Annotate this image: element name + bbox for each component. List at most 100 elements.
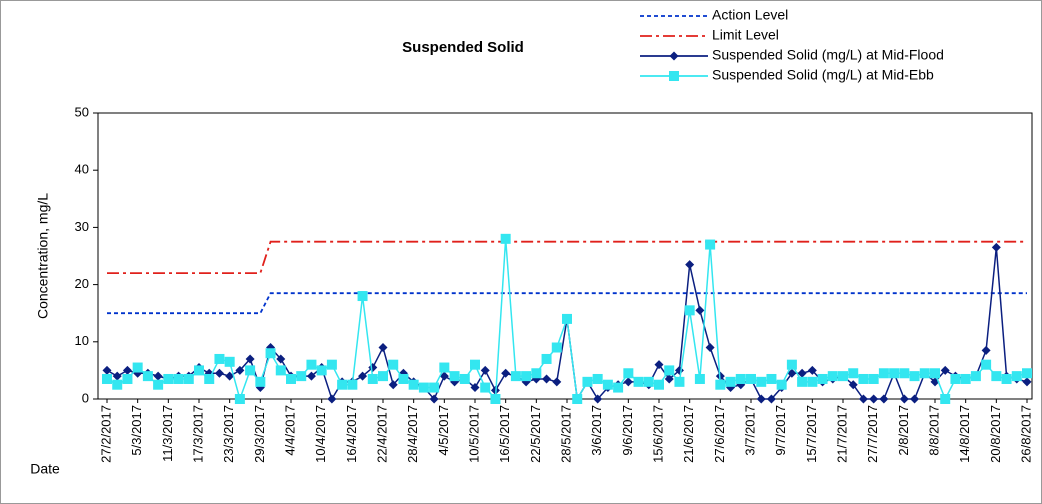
marker-square (991, 371, 1002, 382)
marker-diamond (378, 343, 388, 353)
marker-square (142, 371, 153, 382)
marker-square (214, 353, 225, 364)
x-tick-label: 17/3/2017 (190, 405, 205, 463)
marker-square (204, 373, 215, 384)
marker-square (183, 373, 194, 384)
marker-diamond (388, 380, 398, 390)
marker-square (265, 348, 276, 359)
marker-square (286, 373, 296, 384)
marker-square (899, 368, 910, 379)
marker-square (296, 371, 307, 382)
marker-square (817, 373, 828, 384)
marker-diamond (276, 354, 286, 364)
marker-square (490, 394, 501, 404)
marker-square (347, 379, 358, 390)
marker-square (224, 356, 235, 367)
marker-square (1022, 368, 1032, 379)
x-tick-label: 16/5/2017 (497, 405, 512, 463)
x-tick-label: 3/7/2017 (742, 405, 757, 456)
marker-square (337, 379, 348, 390)
marker-diamond (848, 380, 858, 390)
marker-square (858, 373, 869, 384)
legend-label: Limit Level (712, 27, 779, 43)
marker-diamond (669, 51, 679, 61)
marker-square (194, 365, 204, 376)
marker-diamond (306, 371, 316, 381)
marker-diamond (358, 371, 368, 381)
marker-square (838, 371, 848, 382)
marker-square (439, 362, 450, 373)
marker-diamond (797, 368, 807, 378)
marker-square (960, 373, 971, 384)
marker-square (582, 376, 593, 387)
marker-square (981, 359, 992, 370)
series-line (107, 240, 1027, 275)
x-tick-label: 15/6/2017 (650, 405, 665, 463)
marker-diamond (910, 394, 920, 404)
y-tick-label: 30 (75, 219, 89, 234)
x-tick-label: 22/4/2017 (374, 405, 389, 463)
x-tick-label: 2/8/2017 (896, 405, 911, 456)
x-tick-label: 16/4/2017 (344, 405, 359, 463)
marker-square (1011, 371, 1022, 382)
marker-diamond (654, 360, 664, 370)
marker-square (919, 368, 930, 379)
x-tick-label: 4/5/2017 (436, 405, 451, 456)
marker-diamond (899, 394, 909, 404)
marker-square (378, 371, 388, 382)
marker-square (633, 376, 644, 387)
x-tick-label: 23/3/2017 (221, 405, 236, 463)
marker-square (643, 376, 654, 387)
marker-diamond (766, 394, 776, 404)
marker-square (705, 239, 716, 250)
marker-square (510, 371, 521, 382)
marker-square (602, 379, 613, 390)
marker-diamond (542, 374, 552, 384)
x-tick-label: 9/7/2017 (773, 405, 788, 456)
x-tick-label: 15/7/2017 (804, 405, 819, 463)
marker-diamond (981, 345, 991, 355)
x-tick-label: 3/6/2017 (589, 405, 604, 456)
marker-square (674, 376, 685, 387)
series-line (107, 292, 1027, 315)
marker-square (746, 373, 756, 384)
plot-frame (97, 112, 1033, 400)
marker-square (766, 373, 777, 384)
marker-diamond (1022, 377, 1032, 387)
marker-square (950, 373, 961, 384)
marker-diamond (225, 371, 235, 381)
marker-square (255, 376, 266, 387)
legend-label: Action Level (712, 7, 788, 23)
marker-diamond (214, 368, 224, 378)
x-tick-label: 8/8/2017 (926, 405, 941, 456)
x-tick-label: 22/5/2017 (528, 405, 543, 463)
marker-square (807, 376, 818, 387)
marker-diamond (470, 383, 480, 393)
marker-diamond (122, 365, 132, 375)
x-tick-label: 5/3/2017 (129, 405, 144, 456)
marker-square (572, 394, 583, 404)
legend-label: Suspended Solid (mg/L) at Mid-Flood (712, 47, 944, 63)
x-tick-label: 27/6/2017 (712, 405, 727, 463)
chart-title: Suspended Solid (402, 39, 524, 56)
marker-diamond (869, 394, 879, 404)
marker-diamond (112, 371, 122, 381)
marker-diamond (593, 394, 603, 404)
marker-square (715, 379, 726, 390)
marker-square (669, 71, 679, 81)
marker-square (848, 368, 859, 379)
x-axis-label: Date (30, 461, 60, 477)
marker-square (930, 368, 940, 379)
marker-square (1001, 373, 1012, 384)
marker-square (786, 359, 797, 370)
marker-square (398, 373, 409, 384)
marker-diamond (807, 365, 817, 375)
marker-square (940, 394, 951, 404)
x-tick-label: 10/5/2017 (466, 405, 481, 463)
marker-square (429, 382, 440, 393)
marker-square (551, 342, 562, 353)
marker-square (480, 382, 491, 393)
